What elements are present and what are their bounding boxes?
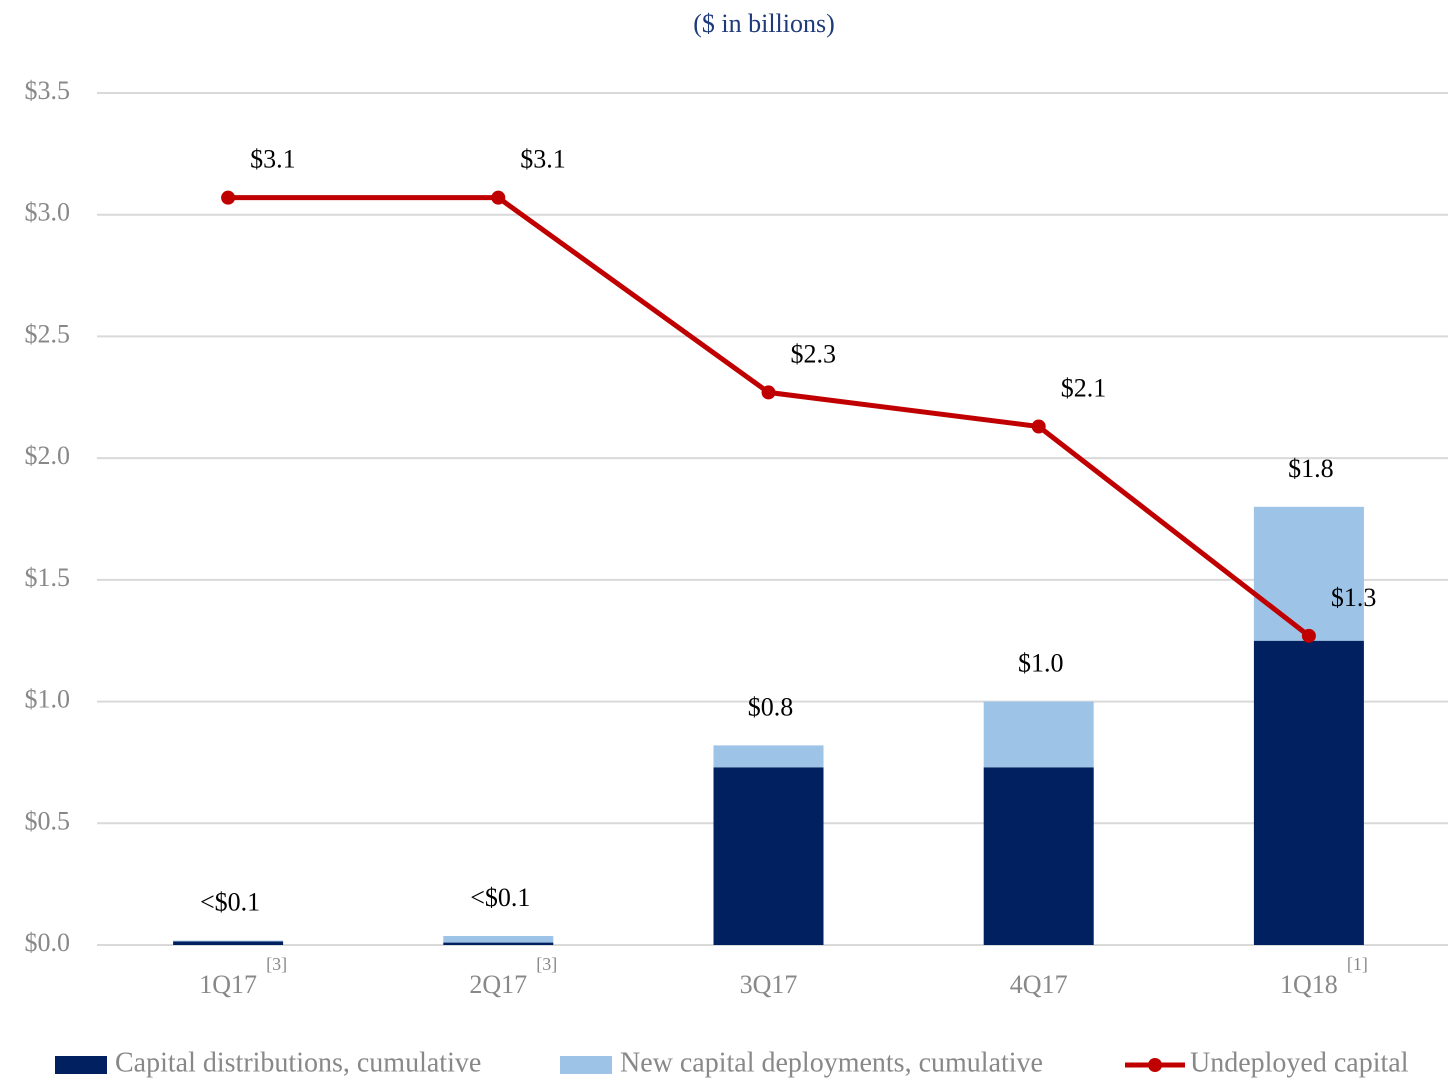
y-tick-label: $2.0 [25,441,71,470]
stack-label: $0.8 [748,692,794,721]
x-tick-note: [1] [1347,954,1368,974]
line-point [221,190,236,205]
line [228,195,1311,638]
legend-label: New capital deployments, cumulative [620,1047,1043,1078]
line-value-label: $3.1 [250,145,296,174]
y-tick-label: $1.0 [25,685,71,714]
y-tick-label: $2.5 [25,319,71,348]
chart-subtitle: ($ in billions) [693,9,835,38]
x-tick-label: 1Q18 [1280,970,1338,999]
bar [443,942,554,945]
legend-label: Undeployed capital [1190,1047,1409,1078]
stack-label: $1.8 [1288,454,1334,483]
legend-swatch-point [1148,1058,1162,1072]
line-value-label: $2.1 [1061,373,1107,402]
y-tick-label: $3.0 [25,198,71,227]
bar [983,767,1094,945]
line-point [491,190,506,205]
y-tick-label: $1.5 [25,563,71,592]
x-tick-label: 1Q17 [199,970,257,999]
line-point [1031,419,1046,434]
bar [173,941,284,945]
bar [713,767,824,945]
x-tick-label: 4Q17 [1010,970,1068,999]
legend-swatch [55,1056,107,1074]
bar [1253,506,1364,641]
stack-label: $1.0 [1018,649,1064,678]
stack-label: <$0.1 [200,888,260,917]
line-value-label: $2.3 [791,339,837,368]
bar [1253,640,1364,945]
y-tick-label: $0.5 [25,806,71,835]
legend-swatch [560,1056,612,1074]
x-tick-label: 3Q17 [740,970,798,999]
x-tick-label: 2Q17 [469,970,527,999]
bar [173,940,284,942]
line-point [761,385,776,400]
stack-label: <$0.1 [470,883,530,912]
x-tick-note: [3] [536,954,557,974]
line-point [1301,628,1316,643]
bar [443,935,554,943]
bar [983,701,1094,768]
y-tick-label: $0.0 [25,928,71,957]
line-value-label: $1.3 [1331,583,1377,612]
y-tick-label: $3.5 [25,76,71,105]
bar [713,745,824,768]
line-value-label: $3.1 [520,145,566,174]
x-tick-note: [3] [266,954,287,974]
legend-label: Capital distributions, cumulative [115,1047,481,1078]
